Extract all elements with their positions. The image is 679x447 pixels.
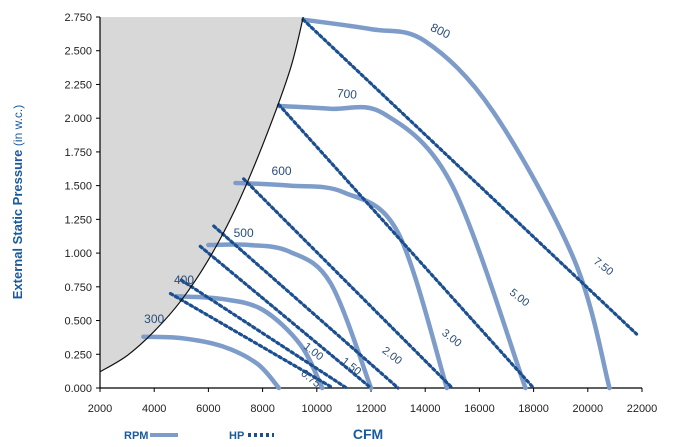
x-tick-label: 8000 <box>250 403 274 415</box>
y-axis-label-unit: (in w.c.) <box>11 105 25 146</box>
rpm-label-700: 700 <box>336 86 357 102</box>
rpm-curve-800 <box>301 17 612 391</box>
hp-label-2-00: 2.00 <box>380 345 404 368</box>
surge-boundary <box>99 16 304 373</box>
rpm-label-400: 400 <box>174 273 194 287</box>
hp-label-7-50: 7.50 <box>591 256 615 279</box>
hp-curves <box>168 18 639 390</box>
hp-curve-7-50 <box>301 18 639 336</box>
rpm-curve-700 <box>276 103 528 391</box>
y-tick-label: 0.250 <box>64 349 92 361</box>
hp-curve-3-00 <box>242 177 454 390</box>
y-tick-label: 2.000 <box>64 113 92 125</box>
x-axis-label: CFM <box>353 426 383 442</box>
y-tick-label: 0.750 <box>64 282 92 294</box>
hp-curve-0-75 <box>168 291 335 390</box>
x-tick-label: 10000 <box>302 403 333 415</box>
x-tick-label: 14000 <box>410 403 441 415</box>
y-tick-label: 2.750 <box>64 12 92 24</box>
rpm-label-800: 800 <box>428 20 452 41</box>
legend-rpm-label: RPM <box>124 430 148 442</box>
y-tick-label: 2.250 <box>64 79 92 91</box>
x-tick-label: 22000 <box>627 403 658 415</box>
unstable-region <box>100 17 304 372</box>
hp-label-3-00: 3.00 <box>439 327 463 350</box>
y-tick-label: 1.000 <box>64 248 92 260</box>
y-tick-label: 2.500 <box>64 46 92 58</box>
x-tick-labels: 2000 4000 6000 8000 10000 12000 14000 16000 1800… <box>88 388 658 415</box>
x-tick-label: 18000 <box>518 403 549 415</box>
hp-curve-1-50 <box>198 244 373 390</box>
x-tick-label: 20000 <box>573 403 604 415</box>
unstable-region-shading <box>100 17 304 372</box>
rpm-curve-300 <box>141 334 282 391</box>
legend-hp-label: HP <box>229 430 244 442</box>
rpm-curves <box>141 17 612 391</box>
y-tick-label: 0.500 <box>64 316 92 328</box>
rpm-curve-500 <box>206 242 374 391</box>
y-tick-label: 1.500 <box>64 181 92 193</box>
hp-curve-1-00 <box>179 278 349 390</box>
rpm-label-600: 600 <box>272 164 292 178</box>
surge-line <box>99 16 304 373</box>
x-tick-label: 4000 <box>142 403 166 415</box>
rpm-label-500: 500 <box>234 226 254 240</box>
y-tick-labels: 0.000 0.250 0.500 0.750 1.000 1.250 1.500 1.750… <box>64 12 100 395</box>
hp-label-5-00: 5.00 <box>507 287 531 310</box>
x-tick-label: 16000 <box>464 403 495 415</box>
legend: RPM HP <box>124 430 274 442</box>
y-axis-label-text: External Static Pressure <box>10 150 25 300</box>
rpm-curve-600 <box>233 180 450 391</box>
hp-curve-5-00 <box>277 103 536 390</box>
rpm-label-300: 300 <box>144 312 164 326</box>
x-tick-label: 2000 <box>88 403 112 415</box>
x-tick-label: 12000 <box>356 403 387 415</box>
y-tick-label: 1.250 <box>64 214 92 226</box>
y-tick-label: 1.750 <box>64 147 92 159</box>
y-tick-label: 0.000 <box>64 383 92 395</box>
hp-curve-2-00 <box>212 224 400 390</box>
y-axis-label: External Static Pressure (in w.c.) <box>10 105 25 300</box>
x-tick-label: 6000 <box>196 403 220 415</box>
